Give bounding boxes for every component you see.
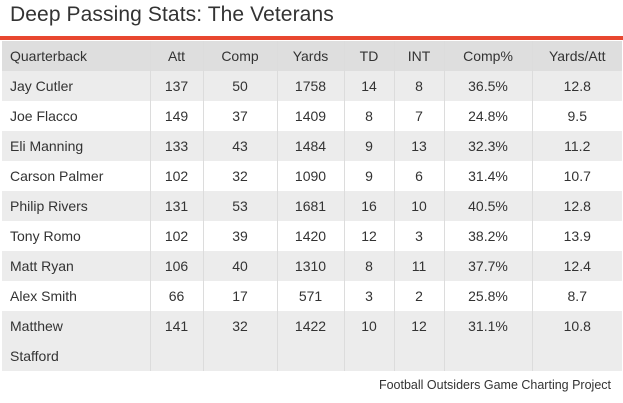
cell-yards: 1484 bbox=[276, 131, 344, 161]
cell-att: 102 bbox=[149, 221, 203, 251]
cell-comp: 40 bbox=[202, 251, 277, 281]
stats-table: Quarterback Att Comp Yards TD INT Comp% … bbox=[2, 41, 622, 371]
cell-int: 8 bbox=[393, 71, 444, 101]
cell-comp-pct: 31.4% bbox=[443, 161, 532, 191]
column-header-yards[interactable]: Yards bbox=[276, 41, 344, 71]
cell-quarterback: Matthew Stafford bbox=[2, 311, 150, 371]
cell-att: 106 bbox=[149, 251, 203, 281]
cell-yards-per-att: 10.7 bbox=[531, 161, 622, 191]
cell-int: 10 bbox=[393, 191, 444, 221]
cell-quarterback: Carson Palmer bbox=[2, 161, 150, 191]
cell-int: 13 bbox=[393, 131, 444, 161]
cell-comp-pct: 37.7% bbox=[443, 251, 532, 281]
cell-att: 131 bbox=[149, 191, 203, 221]
cell-comp-pct: 31.1% bbox=[443, 311, 532, 371]
cell-yards: 1090 bbox=[276, 161, 344, 191]
cell-yards: 571 bbox=[276, 281, 344, 311]
cell-comp-pct: 25.8% bbox=[443, 281, 532, 311]
cell-comp-pct: 38.2% bbox=[443, 221, 532, 251]
cell-comp: 17 bbox=[202, 281, 277, 311]
chart-title: Deep Passing Stats: The Veterans bbox=[10, 3, 334, 26]
cell-quarterback: Joe Flacco bbox=[2, 101, 150, 131]
cell-yards-per-att: 8.7 bbox=[531, 281, 622, 311]
cell-yards: 1422 bbox=[276, 311, 344, 371]
cell-yards-per-att: 12.8 bbox=[531, 191, 622, 221]
cell-yards: 1409 bbox=[276, 101, 344, 131]
table-row: Joe Flacco 149 37 1409 8 7 24.8% 9.5 bbox=[2, 101, 622, 131]
cell-comp: 50 bbox=[202, 71, 277, 101]
title-accent-rule bbox=[0, 36, 623, 40]
cell-comp: 32 bbox=[202, 311, 277, 371]
cell-quarterback: Jay Cutler bbox=[2, 71, 150, 101]
cell-att: 133 bbox=[149, 131, 203, 161]
cell-quarterback: Tony Romo bbox=[2, 221, 150, 251]
cell-yards-per-att: 9.5 bbox=[531, 101, 622, 131]
cell-comp-pct: 32.3% bbox=[443, 131, 532, 161]
cell-td: 12 bbox=[343, 221, 394, 251]
cell-att: 149 bbox=[149, 101, 203, 131]
table-row: Alex Smith 66 17 571 3 2 25.8% 8.7 bbox=[2, 281, 622, 311]
cell-td: 9 bbox=[343, 161, 394, 191]
table-row: Matt Ryan 106 40 1310 8 11 37.7% 12.4 bbox=[2, 251, 622, 281]
cell-yards: 1420 bbox=[276, 221, 344, 251]
cell-att: 141 bbox=[149, 311, 203, 371]
table-row: Carson Palmer 102 32 1090 9 6 31.4% 10.7 bbox=[2, 161, 622, 191]
cell-att: 137 bbox=[149, 71, 203, 101]
cell-att: 66 bbox=[149, 281, 203, 311]
cell-comp-pct: 24.8% bbox=[443, 101, 532, 131]
cell-yards-per-att: 10.8 bbox=[531, 311, 622, 371]
cell-comp: 32 bbox=[202, 161, 277, 191]
cell-yards: 1758 bbox=[276, 71, 344, 101]
table-row: Jay Cutler 137 50 1758 14 8 36.5% 12.8 bbox=[2, 71, 622, 101]
table-row: Eli Manning 133 43 1484 9 13 32.3% 11.2 bbox=[2, 131, 622, 161]
cell-int: 3 bbox=[393, 221, 444, 251]
cell-td: 9 bbox=[343, 131, 394, 161]
cell-int: 12 bbox=[393, 311, 444, 371]
cell-yards-per-att: 13.9 bbox=[531, 221, 622, 251]
cell-yards: 1310 bbox=[276, 251, 344, 281]
cell-att: 102 bbox=[149, 161, 203, 191]
column-header-int[interactable]: INT bbox=[393, 41, 444, 71]
cell-quarterback: Philip Rivers bbox=[2, 191, 150, 221]
table-row: Tony Romo 102 39 1420 12 3 38.2% 13.9 bbox=[2, 221, 622, 251]
column-header-yards-per-att[interactable]: Yards/Att bbox=[531, 41, 622, 71]
cell-td: 3 bbox=[343, 281, 394, 311]
cell-yards-per-att: 12.4 bbox=[531, 251, 622, 281]
column-header-att[interactable]: Att bbox=[149, 41, 203, 71]
cell-int: 11 bbox=[393, 251, 444, 281]
cell-td: 10 bbox=[343, 311, 394, 371]
column-header-td[interactable]: TD bbox=[343, 41, 394, 71]
cell-quarterback: Matt Ryan bbox=[2, 251, 150, 281]
source-credit: Football Outsiders Game Charting Project bbox=[378, 378, 611, 392]
cell-comp: 39 bbox=[202, 221, 277, 251]
table-header-row: Quarterback Att Comp Yards TD INT Comp% … bbox=[2, 41, 622, 71]
table-body: Jay Cutler 137 50 1758 14 8 36.5% 12.8 Joe Flacc… bbox=[2, 71, 622, 371]
cell-int: 7 bbox=[393, 101, 444, 131]
cell-comp-pct: 36.5% bbox=[443, 71, 532, 101]
cell-comp: 43 bbox=[202, 131, 277, 161]
cell-yards-per-att: 11.2 bbox=[531, 131, 622, 161]
cell-yards: 1681 bbox=[276, 191, 344, 221]
cell-td: 16 bbox=[343, 191, 394, 221]
table-row: Matthew Stafford 141 32 1422 10 12 31.1% 10.8 bbox=[2, 311, 622, 371]
cell-quarterback: Alex Smith bbox=[2, 281, 150, 311]
cell-td: 8 bbox=[343, 101, 394, 131]
column-header-quarterback[interactable]: Quarterback bbox=[2, 41, 150, 71]
cell-td: 14 bbox=[343, 71, 394, 101]
cell-int: 2 bbox=[393, 281, 444, 311]
column-header-comp-pct[interactable]: Comp% bbox=[443, 41, 532, 71]
cell-td: 8 bbox=[343, 251, 394, 281]
cell-comp-pct: 40.5% bbox=[443, 191, 532, 221]
cell-comp: 53 bbox=[202, 191, 277, 221]
table-row: Philip Rivers 131 53 1681 16 10 40.5% 12.8 bbox=[2, 191, 622, 221]
column-header-comp[interactable]: Comp bbox=[202, 41, 277, 71]
cell-quarterback: Eli Manning bbox=[2, 131, 150, 161]
cell-comp: 37 bbox=[202, 101, 277, 131]
cell-int: 6 bbox=[393, 161, 444, 191]
cell-yards-per-att: 12.8 bbox=[531, 71, 622, 101]
